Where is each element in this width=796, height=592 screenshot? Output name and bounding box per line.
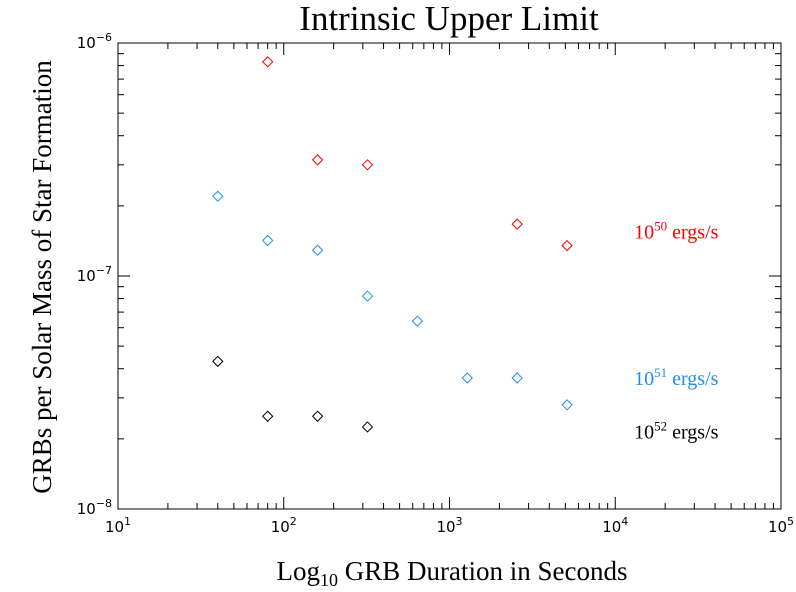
data-point-series-1 bbox=[361, 290, 374, 302]
data-point-series-0 bbox=[311, 154, 324, 166]
x-tick-base: 10 bbox=[436, 518, 455, 536]
series-1-points bbox=[212, 190, 573, 411]
y-tick-base: 10 bbox=[77, 267, 96, 285]
data-point-series-2 bbox=[361, 421, 374, 433]
y-tick-exponent: −7 bbox=[96, 264, 112, 277]
energy-annotation-base: 10 bbox=[634, 422, 654, 444]
x-axis-label: Log10 GRB Duration in Seconds bbox=[277, 556, 628, 590]
energy-annotation-text: ergs/s bbox=[667, 222, 719, 244]
x-tick-base: 10 bbox=[271, 518, 290, 536]
x-tick-base: 10 bbox=[602, 518, 621, 536]
energy-annotation-exponent: 51 bbox=[654, 365, 667, 380]
energy-annotation-text: ergs/s bbox=[667, 422, 719, 444]
x-tick-exponent: 1 bbox=[124, 515, 131, 528]
chart-title: Intrinsic Upper Limit bbox=[299, 0, 599, 38]
series-0-points bbox=[261, 56, 573, 252]
data-points bbox=[212, 56, 573, 433]
x-tick-label: 103 bbox=[436, 515, 462, 536]
data-point-series-1 bbox=[561, 399, 573, 411]
data-point-series-1 bbox=[461, 372, 473, 384]
x-tick-exponent: 2 bbox=[290, 515, 297, 528]
axis-ticks bbox=[117, 42, 782, 510]
series-2-points bbox=[212, 355, 374, 433]
x-axis-label-suffix: GRB Duration in Seconds bbox=[338, 556, 628, 586]
x-tick-exponent: 3 bbox=[456, 515, 463, 528]
data-point-series-1 bbox=[261, 234, 274, 247]
y-tick-label: 10−8 bbox=[77, 497, 112, 518]
x-tick-base: 10 bbox=[105, 518, 124, 536]
y-tick-base: 10 bbox=[77, 34, 96, 52]
y-tick-label: 10−6 bbox=[77, 31, 112, 52]
energy-annotation-exponent: 52 bbox=[654, 419, 667, 434]
energy-annotation-exponent: 50 bbox=[654, 219, 667, 234]
data-point-series-1 bbox=[411, 315, 424, 327]
data-point-series-2 bbox=[311, 410, 324, 422]
energy-annotation-base: 10 bbox=[634, 222, 654, 244]
x-tick-base: 10 bbox=[768, 518, 787, 536]
x-tick-label: 105 bbox=[768, 515, 794, 536]
x-tick-label: 104 bbox=[602, 515, 628, 536]
x-tick-label: 101 bbox=[105, 515, 131, 536]
data-point-series-2 bbox=[212, 355, 224, 368]
data-point-series-1 bbox=[311, 244, 324, 256]
x-tick-label: 102 bbox=[271, 515, 297, 536]
y-tick-base: 10 bbox=[77, 500, 96, 518]
energy-annotation: 1051 ergs/s bbox=[634, 365, 719, 390]
y-tick-exponent: −6 bbox=[96, 31, 112, 44]
energy-annotation: 1052 ergs/s bbox=[634, 419, 719, 444]
data-point-series-0 bbox=[361, 159, 374, 171]
x-axis-label-prefix: Log bbox=[277, 556, 321, 586]
data-point-series-0 bbox=[261, 56, 274, 68]
energy-annotation: 1050 ergs/s bbox=[634, 219, 719, 244]
y-axis-label: GRBs per Solar Mass of Star Formation bbox=[27, 60, 57, 494]
y-tick-label: 10−7 bbox=[77, 264, 112, 285]
data-point-series-0 bbox=[511, 218, 523, 230]
y-tick-exponent: −8 bbox=[96, 497, 112, 510]
data-point-series-1 bbox=[511, 372, 523, 384]
energy-annotation-base: 10 bbox=[634, 368, 654, 390]
x-axis-label-subscript: 10 bbox=[320, 570, 338, 590]
x-tick-exponent: 4 bbox=[621, 515, 628, 528]
data-point-series-1 bbox=[212, 190, 224, 202]
data-point-series-2 bbox=[261, 410, 274, 422]
x-tick-exponent: 5 bbox=[787, 515, 794, 528]
energy-annotation-text: ergs/s bbox=[667, 368, 719, 390]
data-point-series-0 bbox=[561, 239, 573, 252]
